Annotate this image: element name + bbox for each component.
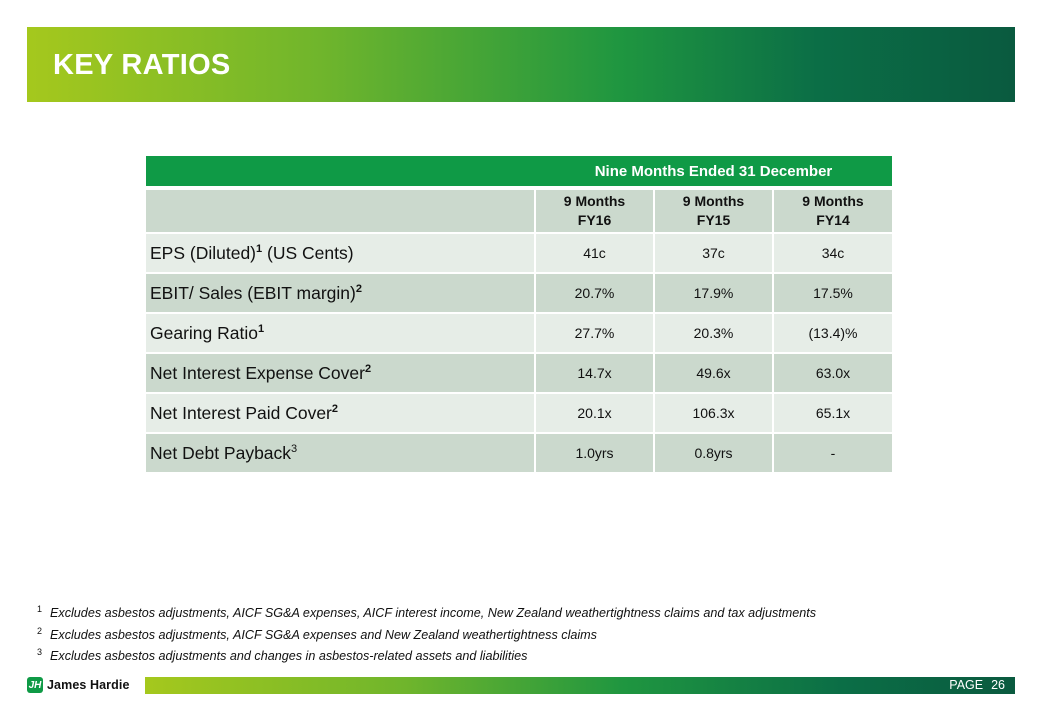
table-banner: Nine Months Ended 31 December [535,156,892,190]
row-label: Net Interest Expense Cover2 [146,352,535,393]
footnotes: 1 Excludes asbestos adjustments, AICF SG&… [37,601,987,666]
row-label: Net Debt Payback3 [146,432,535,472]
column-header-line2: FY15 [696,212,731,228]
column-header-line1: 9 Months [563,193,626,209]
footnote-text: Excludes asbestos adjustments and change… [50,649,528,664]
footnote-ref: 2 [364,362,372,375]
footnote-ref: 1 [257,322,265,335]
value-cell: 65.1x [772,392,892,433]
footnote-ref: 3 [291,442,298,455]
page-indicator: PAGE 26 [941,678,1005,692]
value-cell: (13.4)% [772,312,892,353]
table-header-row: 9 Months FY16 9 Months FY15 9 Months FY14 [146,188,892,233]
header-label-cell [146,188,535,233]
page-number: 26 [991,678,1005,692]
column-header-line1: 9 Months [802,193,864,209]
value-cell: 14.7x [534,352,654,393]
title-bar: KEY RATIOS [27,27,1015,102]
value-cell: 34c [772,232,892,273]
key-ratios-table-container: Nine Months Ended 31 December 9 Months FY… [146,156,892,472]
value-cell: 106.3x [653,392,773,433]
row-label: Gearing Ratio1 [146,312,535,353]
footnote-item: 1 Excludes asbestos adjustments, AICF SG&… [37,601,987,623]
james-hardie-logo: JH James Hardie [27,676,130,694]
logo-mark-icon: JH [27,677,43,693]
value-cell: 1.0yrs [534,432,654,472]
footnote-number: 1 [37,604,43,614]
value-cell: 17.9% [653,272,773,313]
footnote-ref: 2 [355,282,362,295]
table-row: Net Debt Payback3 1.0yrs 0.8yrs - [146,432,892,472]
value-cell: 20.1x [534,392,654,433]
logo-text: James Hardie [47,678,130,692]
value-cell: 63.0x [772,352,892,393]
column-header-fy16: 9 Months FY16 [534,188,654,233]
column-header-fy14: 9 Months FY14 [772,188,892,233]
footer-bar: PAGE 26 [145,677,1015,694]
column-header-line1: 9 Months [682,193,745,209]
value-cell: - [772,432,892,472]
value-cell: 27.7% [534,312,654,353]
value-cell: 41c [534,232,654,273]
value-cell: 20.7% [534,272,654,313]
table-row: Net Interest Paid Cover2 20.1x 106.3x 65… [146,392,892,433]
footnote-ref: 1 [256,242,263,255]
table-banner-spacer [146,156,535,190]
column-header-line2: FY14 [816,212,850,228]
table-banner-row: Nine Months Ended 31 December [146,156,892,190]
table-row: EPS (Diluted)1 (US Cents) 41c 37c 34c [146,232,892,273]
table-row: EBIT/ Sales (EBIT margin)2 20.7% 17.9% 1… [146,272,892,313]
value-cell: 37c [653,232,773,273]
page-title: KEY RATIOS [53,49,231,81]
row-label: EPS (Diluted)1 (US Cents) [146,232,535,273]
value-cell: 0.8yrs [653,432,773,472]
footnote-text: Excludes asbestos adjustments, AICF SG&A… [50,627,597,642]
row-label: EBIT/ Sales (EBIT margin)2 [146,272,535,313]
footnote-ref: 2 [331,402,339,415]
footnote-text: Excludes asbestos adjustments, AICF SG&A… [50,606,817,621]
footnote-item: 2 Excludes asbestos adjustments, AICF SG&… [37,623,987,645]
value-cell: 17.5% [772,272,892,313]
key-ratios-table: Nine Months Ended 31 December 9 Months FY… [146,156,892,472]
footnote-item: 3 Excludes asbestos adjustments and chang… [37,644,987,666]
table-row: Gearing Ratio1 27.7% 20.3% (13.4)% [146,312,892,353]
value-cell: 49.6x [653,352,773,393]
footnote-number: 3 [37,647,43,658]
column-header-fy15: 9 Months FY15 [653,188,773,233]
column-header-line2: FY16 [577,212,612,228]
page-label: PAGE [949,678,984,692]
table-row: Net Interest Expense Cover2 14.7x 49.6x … [146,352,892,393]
value-cell: 20.3% [653,312,773,353]
footnote-number: 2 [37,625,43,636]
row-label: Net Interest Paid Cover2 [146,392,535,433]
